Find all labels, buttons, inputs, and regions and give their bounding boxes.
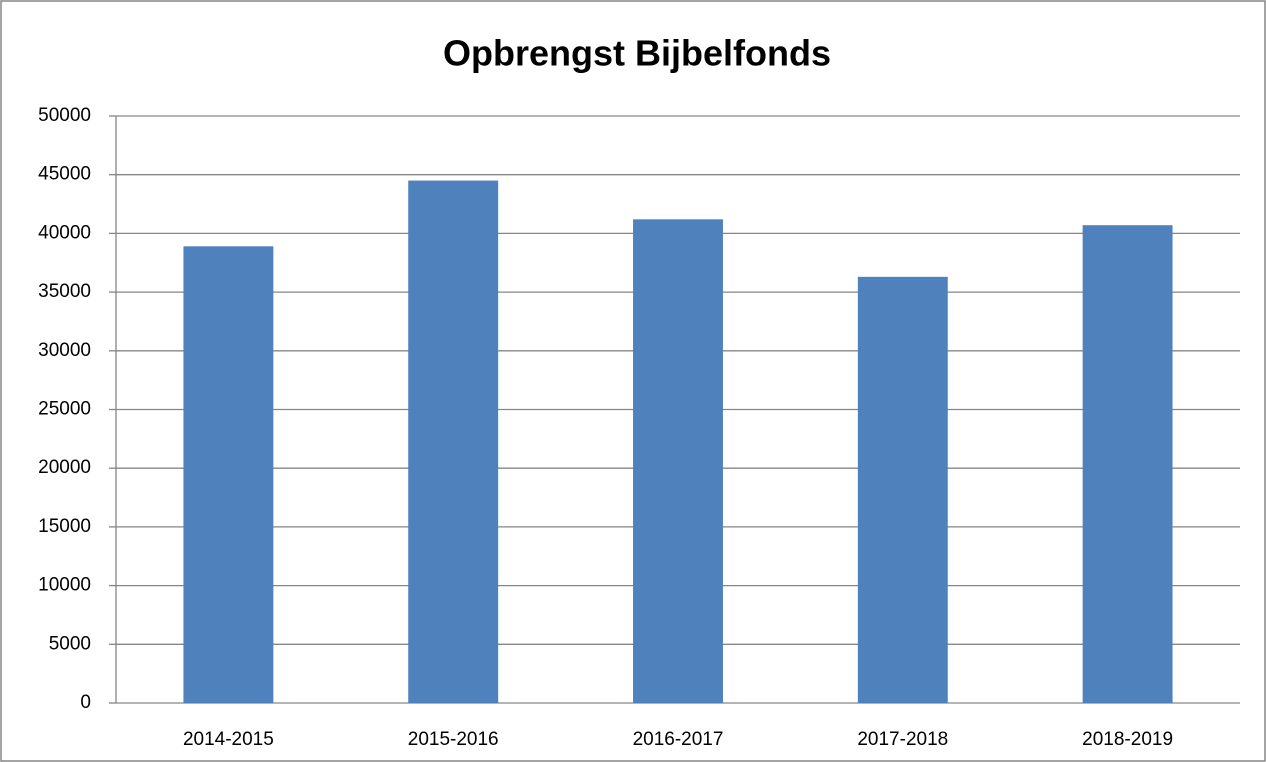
bar — [183, 246, 274, 703]
x-tick-label: 2018-2019 — [1082, 729, 1173, 750]
y-tick-label: 20000 — [38, 457, 91, 478]
y-tick-label: 0 — [80, 692, 91, 713]
y-tick-label: 30000 — [38, 340, 91, 361]
y-tick-label: 15000 — [38, 516, 91, 537]
bar — [408, 180, 499, 703]
x-tick-label: 2014-2015 — [183, 729, 274, 750]
y-tick-label: 35000 — [38, 281, 91, 302]
y-tick-label: 45000 — [38, 164, 91, 185]
x-tick-label: 2015-2016 — [408, 729, 499, 750]
bar — [1082, 225, 1173, 703]
y-tick-label: 10000 — [38, 575, 91, 596]
bar — [633, 219, 723, 703]
x-tick-label: 2016-2017 — [633, 729, 724, 750]
x-tick-label: 2017-2018 — [857, 729, 948, 750]
y-tick-label: 25000 — [38, 399, 91, 420]
bar — [857, 276, 948, 703]
y-tick-label: 40000 — [38, 222, 91, 243]
chart-title: Opbrengst Bijbelfonds — [443, 33, 831, 74]
y-tick-label: 50000 — [38, 105, 91, 126]
y-tick-label: 5000 — [49, 633, 91, 654]
